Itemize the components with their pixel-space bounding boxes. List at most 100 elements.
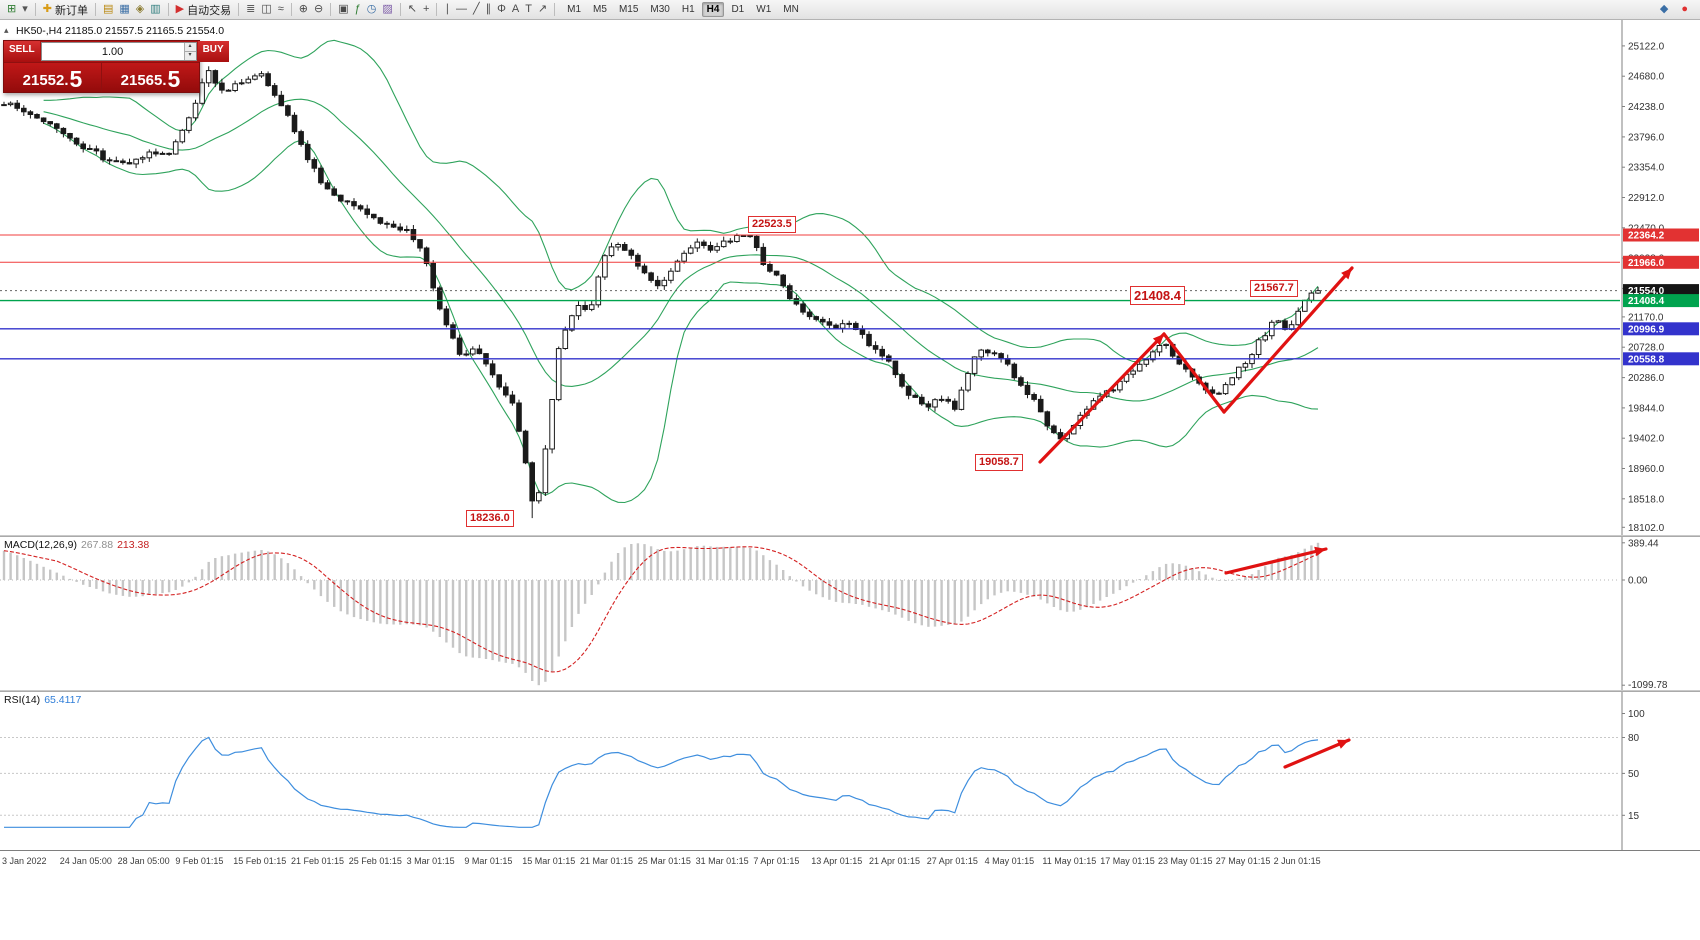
one-click-collapse-icon[interactable]: ▴ — [4, 25, 9, 35]
horizontal-line-button[interactable]: ― — [453, 1, 470, 18]
crosshair-button[interactable]: + — [420, 1, 432, 18]
price-annotation[interactable]: 18236.0 — [466, 510, 514, 527]
bar-chart-icon: ≣ — [246, 3, 256, 15]
bollinger-bands — [43, 39, 1319, 504]
svg-text:20558.8: 20558.8 — [1628, 354, 1665, 365]
svg-text:21408.4: 21408.4 — [1628, 296, 1665, 307]
bar-chart-button[interactable]: ≣ — [243, 1, 258, 18]
sell-button[interactable]: SELL — [4, 41, 40, 62]
zoom-in-icon: ⊕ — [298, 3, 309, 15]
channel-icon: ∥ — [485, 3, 492, 15]
svg-text:22364.2: 22364.2 — [1628, 231, 1665, 242]
market-watch-button[interactable]: ▤ — [100, 1, 116, 18]
time-axis[interactable]: 3 Jan 2022 24 Jan 05:00 28 Jan 05:00 9 Feb … — [0, 850, 1700, 872]
time-label: 21 Apr 01:15 — [869, 856, 921, 866]
timeframe-d1[interactable]: D1 — [731, 4, 745, 15]
time-label: 27 May 01:15 — [1215, 856, 1271, 866]
toolbar-separator — [436, 3, 438, 16]
sell-price[interactable]: 21552. 5 — [4, 63, 101, 92]
toolbar-separator — [34, 3, 36, 16]
rsi-axis[interactable]: 100 80 50 15 — [1621, 692, 1645, 850]
svg-text:25122.0: 25122.0 — [1628, 41, 1665, 52]
timeframe-m5[interactable]: M5 — [593, 4, 607, 15]
trendline-button[interactable]: ╱ — [470, 1, 483, 18]
line-chart-button[interactable]: ≈ — [275, 1, 287, 18]
price-annotation[interactable]: 22523.5 — [748, 216, 796, 233]
notification-icon: ● — [1681, 3, 1688, 15]
price-annotation[interactable]: 21408.4 — [1130, 286, 1185, 305]
panel-splitter[interactable] — [0, 535, 1700, 537]
macd-arrow[interactable] — [1224, 546, 1328, 575]
vertical-line-button[interactable]: ∣ — [441, 1, 453, 18]
cursor-button[interactable]: ↖ — [405, 1, 420, 18]
main-chart-panel: 25122.0 24680.0 24238.0 23796.0 23354.0 22912… — [0, 20, 1700, 535]
label-button[interactable]: T — [522, 1, 535, 18]
timeframe-mn[interactable]: MN — [783, 4, 799, 15]
volume-field: ▴ ▾ — [40, 42, 197, 61]
timeframe-h4[interactable]: H4 — [701, 2, 725, 17]
candlestick-chart-button[interactable]: ◫ — [258, 1, 274, 18]
price-annotation[interactable]: 19058.7 — [975, 454, 1023, 471]
new-order-button[interactable]: ✚ 新订单 — [40, 1, 91, 18]
templates-button[interactable]: ▨ — [379, 1, 395, 18]
notifications-button[interactable]: ● — [1678, 1, 1691, 18]
main-chart-svg: 25122.0 24680.0 24238.0 23796.0 23354.0 22912… — [0, 20, 1699, 535]
timeframe-m1[interactable]: M1 — [567, 4, 582, 15]
tile-windows-button[interactable]: ▣ — [335, 1, 351, 18]
clock-icon: ◷ — [366, 3, 377, 15]
arrows-button[interactable]: ↗ — [535, 1, 550, 18]
svg-text:23796.0: 23796.0 — [1628, 132, 1665, 143]
panel-splitter[interactable] — [0, 690, 1700, 692]
periods-button[interactable]: ◷ — [364, 1, 380, 18]
one-click-trading-panel: SELL ▴ ▾ BUY 21552.5 21565.5 — [3, 40, 229, 93]
price-annotation[interactable]: 21567.7 — [1250, 280, 1298, 297]
price-axis[interactable]: 25122.0 24680.0 24238.0 23796.0 23354.0 22912… — [1621, 20, 1699, 535]
timeframe-h1[interactable]: H1 — [681, 4, 695, 15]
time-label: 2 Jun 01:15 — [1273, 856, 1321, 866]
time-label: 11 May 01:15 — [1042, 856, 1097, 866]
fibonacci-button[interactable]: Φ — [494, 1, 509, 18]
zoom-in-button[interactable]: ⊕ — [296, 1, 311, 18]
macd-signal-line — [3, 546, 1319, 673]
timeframe-m30[interactable]: M30 — [650, 4, 670, 15]
candlestick-icon: ◫ — [261, 3, 272, 15]
time-label: 4 May 01:15 — [984, 856, 1035, 866]
channel-button[interactable]: ∥ — [483, 1, 495, 18]
volume-down-button[interactable]: ▾ — [184, 52, 196, 60]
rsi-svg: 100 80 50 15 — [0, 692, 1645, 850]
rsi-panel: 100 80 50 15 RSI(14) 65.4117 — [0, 692, 1700, 850]
svg-text:18960.0: 18960.0 — [1628, 464, 1665, 475]
buy-button[interactable]: BUY — [197, 41, 229, 62]
volume-up-button[interactable]: ▴ — [184, 43, 196, 52]
community-button[interactable]: ◆ — [1657, 1, 1671, 18]
svg-text:24680.0: 24680.0 — [1628, 72, 1665, 83]
timeframe-w1[interactable]: W1 — [756, 4, 772, 15]
time-label: 3 Jan 2022 — [2, 856, 47, 866]
svg-text:22912.0: 22912.0 — [1628, 193, 1665, 204]
buy-price[interactable]: 21565. 5 — [101, 63, 199, 92]
toolbar-separator — [554, 3, 556, 16]
horizontal-lines[interactable] — [0, 234, 1620, 360]
indicators-button[interactable]: ƒ — [352, 1, 364, 18]
chart-list-button[interactable]: ▾ — [19, 1, 31, 18]
zoom-out-button[interactable]: ⊖ — [311, 1, 326, 18]
volume-input[interactable] — [41, 43, 184, 60]
terminal-button[interactable]: ▥ — [147, 1, 163, 18]
macd-histogram — [2, 542, 1320, 686]
navigator-button[interactable]: ◈ — [133, 1, 147, 18]
toolbar-separator — [94, 3, 96, 16]
text-button[interactable]: A — [509, 1, 522, 18]
svg-text:80: 80 — [1628, 733, 1640, 744]
time-label: 23 May 01:15 — [1158, 856, 1213, 866]
new-order-button-label: 新订单 — [54, 4, 88, 17]
macd-axis[interactable]: 389.44 0.00 -1099.78 — [1621, 537, 1668, 690]
data-window-button[interactable]: ▦ — [116, 1, 132, 18]
timeframe-m15[interactable]: M15 — [618, 4, 639, 15]
trend-arrows[interactable] — [1038, 266, 1354, 464]
indicators-icon: ƒ — [354, 3, 361, 15]
new-chart-button[interactable]: ⊞ — [4, 1, 19, 18]
rsi-arrow[interactable] — [1283, 738, 1351, 769]
chevron-down-icon: ▾ — [22, 3, 28, 15]
autotrading-button[interactable]: ▶ 自动交易 — [173, 1, 234, 18]
